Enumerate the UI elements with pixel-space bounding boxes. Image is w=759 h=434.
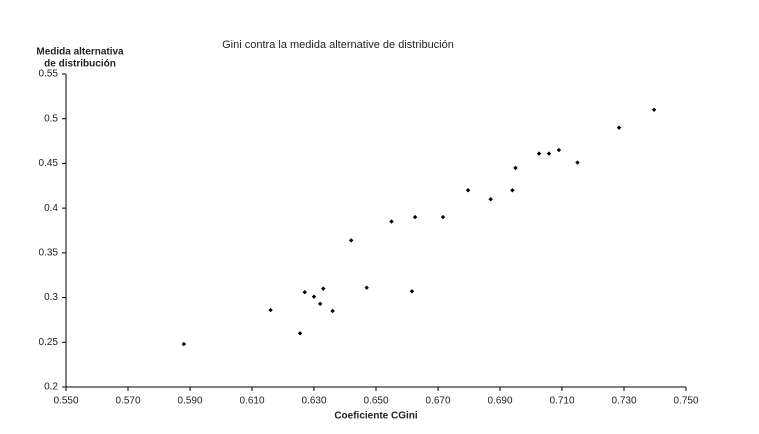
point (181, 341, 186, 347)
x-tick-label: 0.710 (549, 396, 574, 407)
point (513, 165, 518, 171)
point (389, 219, 394, 224)
x-tick-label: 0.570 (115, 396, 140, 407)
y-tick-label: 0.3 (44, 292, 58, 303)
point (364, 285, 369, 290)
y-axis-label: de distribución (44, 59, 116, 70)
point (510, 188, 515, 193)
x-tick-label: 0.650 (363, 396, 388, 407)
point (349, 238, 354, 243)
point (318, 301, 323, 307)
x-tick-label: 0.630 (301, 396, 326, 407)
chart-title: Gini contra la medida alternative de dis… (222, 39, 454, 51)
point (440, 214, 446, 220)
y-tick-label: 0.35 (39, 247, 59, 258)
point (412, 214, 418, 220)
x-axis-label: Coeficiente CGini (334, 411, 418, 422)
point (556, 147, 562, 153)
point (546, 151, 552, 156)
x-tick-label: 0.690 (487, 396, 512, 407)
point (302, 290, 307, 295)
y-tick-label: 0.5 (44, 113, 58, 124)
x-tick-label: 0.590 (177, 396, 202, 407)
point (409, 289, 415, 294)
y-tick-label: 0.45 (39, 158, 59, 169)
y-tick-label: 0.2 (44, 382, 58, 393)
point (321, 286, 326, 291)
point (651, 107, 657, 112)
point (297, 331, 303, 336)
point (330, 308, 335, 314)
x-tick-label: 0.610 (239, 396, 264, 407)
x-tick-label: 0.730 (611, 396, 636, 407)
x-tick-label: 0.750 (673, 396, 698, 407)
point (465, 188, 471, 193)
y-tick-label: 0.4 (44, 203, 58, 214)
x-tick-label: 0.550 (53, 396, 78, 407)
point (616, 125, 622, 130)
y-tick-label: 0.55 (39, 69, 59, 80)
y-axis-label: Medida alternativa (36, 47, 124, 58)
point (311, 294, 317, 299)
point (488, 197, 493, 202)
point (536, 151, 542, 156)
point (575, 160, 580, 165)
y-tick-label: 0.25 (39, 337, 59, 348)
x-tick-label: 0.670 (425, 396, 450, 407)
point (268, 307, 273, 313)
